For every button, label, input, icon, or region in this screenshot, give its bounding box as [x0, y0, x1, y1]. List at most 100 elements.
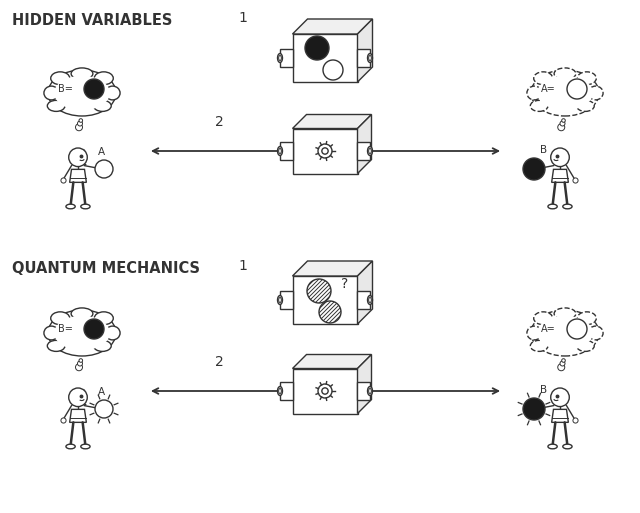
Ellipse shape	[71, 68, 93, 80]
Circle shape	[560, 361, 565, 366]
Ellipse shape	[527, 86, 542, 100]
Ellipse shape	[554, 68, 576, 80]
Ellipse shape	[531, 101, 548, 111]
Polygon shape	[70, 422, 85, 446]
Circle shape	[84, 319, 104, 339]
Ellipse shape	[81, 444, 90, 449]
Ellipse shape	[367, 53, 372, 63]
Text: 1: 1	[238, 259, 247, 273]
Ellipse shape	[278, 149, 282, 153]
Ellipse shape	[278, 388, 282, 393]
Ellipse shape	[278, 295, 282, 305]
Ellipse shape	[51, 72, 70, 85]
Circle shape	[79, 359, 83, 362]
Ellipse shape	[554, 308, 576, 320]
Ellipse shape	[531, 70, 599, 116]
Ellipse shape	[66, 204, 76, 209]
Polygon shape	[357, 382, 370, 400]
Polygon shape	[358, 354, 371, 413]
Polygon shape	[292, 261, 372, 276]
Circle shape	[68, 388, 87, 407]
Text: 1: 1	[238, 11, 247, 25]
Polygon shape	[552, 182, 568, 206]
Polygon shape	[292, 276, 358, 324]
Ellipse shape	[278, 147, 282, 155]
Polygon shape	[292, 114, 371, 128]
Ellipse shape	[367, 386, 372, 396]
Polygon shape	[280, 291, 293, 309]
Circle shape	[562, 119, 565, 122]
Ellipse shape	[278, 386, 282, 396]
Ellipse shape	[44, 326, 59, 340]
Ellipse shape	[48, 70, 116, 116]
Ellipse shape	[44, 86, 59, 100]
Polygon shape	[292, 34, 358, 82]
Polygon shape	[292, 128, 358, 173]
Ellipse shape	[71, 308, 93, 320]
Ellipse shape	[94, 312, 113, 325]
Circle shape	[77, 121, 83, 126]
Polygon shape	[357, 291, 370, 309]
Circle shape	[76, 364, 83, 371]
Polygon shape	[70, 169, 86, 182]
Ellipse shape	[577, 101, 595, 111]
Ellipse shape	[563, 444, 572, 449]
Ellipse shape	[369, 55, 371, 61]
Ellipse shape	[278, 53, 282, 63]
Polygon shape	[358, 261, 372, 324]
Circle shape	[323, 60, 343, 80]
Circle shape	[95, 400, 113, 418]
Circle shape	[550, 388, 570, 407]
Polygon shape	[280, 382, 293, 400]
Text: B: B	[540, 145, 547, 155]
Ellipse shape	[94, 72, 113, 85]
Ellipse shape	[367, 295, 372, 305]
Ellipse shape	[47, 101, 65, 111]
Polygon shape	[280, 49, 293, 67]
Ellipse shape	[588, 86, 603, 100]
Circle shape	[560, 121, 565, 126]
Ellipse shape	[105, 326, 120, 340]
Text: A=: A=	[541, 84, 556, 94]
Ellipse shape	[531, 310, 599, 356]
Polygon shape	[357, 142, 370, 160]
Polygon shape	[358, 19, 372, 82]
Text: 2: 2	[215, 115, 224, 129]
Ellipse shape	[278, 298, 282, 303]
Polygon shape	[292, 354, 371, 368]
Circle shape	[84, 79, 104, 99]
Text: B: B	[540, 385, 547, 395]
Ellipse shape	[48, 310, 116, 356]
Text: A: A	[98, 147, 105, 157]
Polygon shape	[358, 114, 371, 173]
Circle shape	[68, 148, 87, 167]
Text: B=: B=	[58, 324, 73, 334]
Ellipse shape	[548, 444, 557, 449]
Ellipse shape	[537, 76, 593, 110]
Polygon shape	[292, 19, 372, 34]
Ellipse shape	[537, 315, 593, 350]
Polygon shape	[552, 409, 568, 422]
Circle shape	[307, 279, 331, 303]
Ellipse shape	[527, 326, 542, 340]
Text: B=: B=	[58, 84, 73, 94]
Ellipse shape	[54, 315, 110, 350]
Polygon shape	[552, 422, 568, 446]
Text: HIDDEN VARIABLES: HIDDEN VARIABLES	[12, 13, 172, 28]
Ellipse shape	[54, 76, 110, 110]
Circle shape	[550, 148, 570, 167]
Circle shape	[557, 364, 564, 371]
Ellipse shape	[534, 72, 553, 85]
Circle shape	[523, 398, 545, 420]
Ellipse shape	[369, 388, 371, 393]
Text: A=: A=	[541, 324, 556, 334]
Ellipse shape	[66, 444, 76, 449]
Circle shape	[567, 79, 587, 99]
Circle shape	[95, 160, 113, 178]
Circle shape	[567, 319, 587, 339]
Circle shape	[76, 124, 83, 131]
Ellipse shape	[577, 340, 595, 351]
Polygon shape	[280, 142, 293, 160]
Text: QUANTUM MECHANICS: QUANTUM MECHANICS	[12, 261, 200, 276]
Circle shape	[319, 301, 341, 323]
